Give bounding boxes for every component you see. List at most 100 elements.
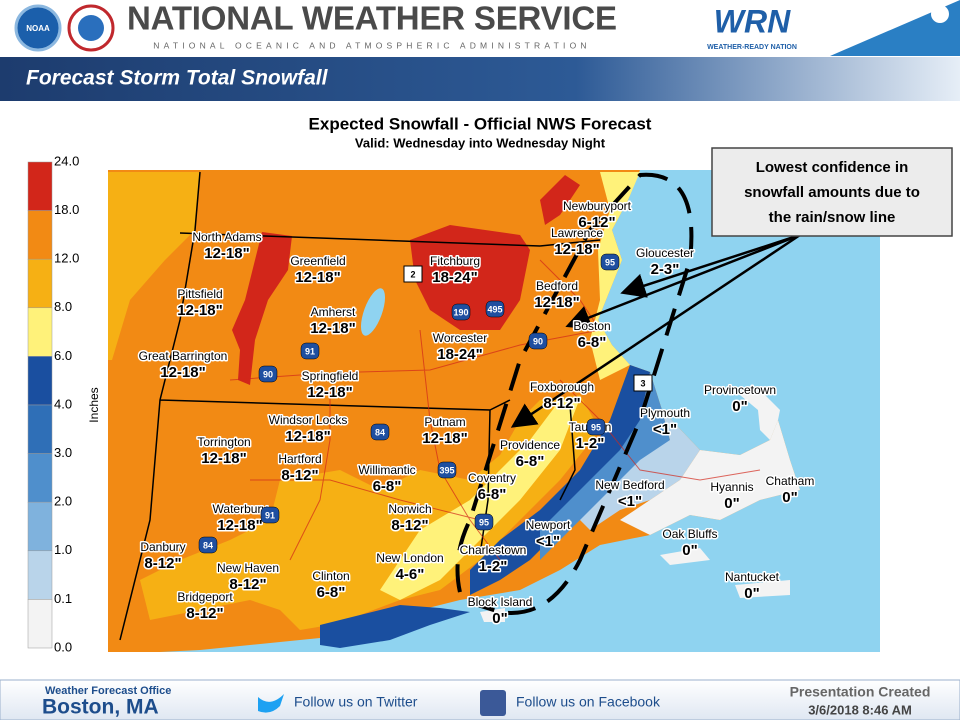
route-number: 84 xyxy=(203,540,213,550)
snow-amount: 8-12" xyxy=(144,555,181,572)
snow-4-6 xyxy=(470,365,650,595)
wrn-logo: WRN xyxy=(714,3,791,39)
route-number: 90 xyxy=(533,336,543,346)
city-name: New Haven xyxy=(217,561,279,575)
city-name: Greenfield xyxy=(290,254,345,268)
snow-amount: 12-18" xyxy=(201,450,246,467)
legend-swatch xyxy=(27,210,53,260)
snow-amount: 12-18" xyxy=(204,245,249,262)
snow-amount: 8-12" xyxy=(543,395,580,412)
twitter-link[interactable]: Follow us on Twitter xyxy=(294,694,418,710)
snow-amount: 8-12" xyxy=(281,467,318,484)
snow-18-24 xyxy=(232,232,292,385)
city-name: Clinton xyxy=(312,569,349,583)
legend-label: 8.0 xyxy=(54,299,72,314)
snow-amount: <1" xyxy=(536,533,560,550)
confidence-outline xyxy=(455,172,694,615)
city-name: Plymouth xyxy=(640,406,690,420)
snow-amount: 6-8" xyxy=(373,478,402,495)
city-name: Nantucket xyxy=(725,570,780,584)
route-shield xyxy=(403,265,423,283)
city-name: Hartford xyxy=(278,452,321,466)
callout-line: the rain/snow line xyxy=(769,209,896,226)
snow-18-24 xyxy=(540,175,580,225)
route-shield xyxy=(633,374,653,392)
city-name: Provincetown xyxy=(704,383,776,397)
snow-8-12 xyxy=(108,172,200,360)
city-name: Chatham xyxy=(766,474,815,488)
snow-amount: 4-6" xyxy=(396,566,425,583)
city-name: Newport xyxy=(526,518,571,532)
route-shield xyxy=(258,365,278,383)
route-number: 95 xyxy=(479,517,489,527)
city-name: Torrington xyxy=(197,435,250,449)
snow-amount: 0" xyxy=(682,542,697,559)
route-number: 91 xyxy=(305,346,315,356)
snow-8-12 xyxy=(140,395,600,630)
legend-swatch xyxy=(27,356,53,406)
snow-amount: 8-12" xyxy=(229,576,266,593)
header xyxy=(0,0,960,56)
snow-amount: 12-18" xyxy=(285,428,330,445)
route-number: 2 xyxy=(410,269,415,279)
snow-amount: 12-18" xyxy=(217,517,262,534)
city-name: Norwich xyxy=(388,502,431,516)
snow-amount: 12-18" xyxy=(554,241,599,258)
facebook-link[interactable]: Follow us on Facebook xyxy=(516,694,661,710)
city-name: Great Barrington xyxy=(139,349,228,363)
route-shield xyxy=(586,418,606,436)
nws-logo-inner xyxy=(78,15,104,41)
agency-name: NATIONAL WEATHER SERVICE xyxy=(127,0,617,37)
snow-amount: 0" xyxy=(492,610,507,627)
legend-label: 12.0 xyxy=(54,251,79,266)
city-name: Hyannis xyxy=(710,480,753,494)
snow-amount: 12-18" xyxy=(307,384,352,401)
city-name: Block Island xyxy=(468,595,533,609)
route-shield xyxy=(600,253,620,271)
snow-amount: <1" xyxy=(618,493,642,510)
city-name: Pittsfield xyxy=(177,287,222,301)
callout-line: Lowest confidence in xyxy=(756,159,909,176)
long-island-coast xyxy=(320,605,470,648)
legend-swatch xyxy=(27,501,53,552)
legend-swatch xyxy=(27,404,53,454)
city-name: Providence xyxy=(500,438,560,452)
route-shield xyxy=(528,332,548,350)
city-name: Willimantic xyxy=(358,463,415,477)
dept-logo xyxy=(931,5,949,23)
snow-amount: 18-24" xyxy=(432,269,477,286)
legend-label: 18.0 xyxy=(54,202,79,217)
wrn-sub: WEATHER-READY NATION xyxy=(707,44,797,51)
snow-amount: 8-12" xyxy=(186,605,223,622)
snow-trace xyxy=(620,420,800,535)
snow-amount: 12-18" xyxy=(177,302,222,319)
city-name: Newburyport xyxy=(563,199,632,213)
city-name: New London xyxy=(376,551,443,565)
snow-amount: 2-3" xyxy=(651,261,680,278)
snow-amount: 12-18" xyxy=(310,320,355,337)
city-name: Foxborough xyxy=(530,380,594,394)
city-name: Springfield xyxy=(302,369,359,383)
route-number: 495 xyxy=(487,304,502,314)
city-name: Waterbury xyxy=(213,502,268,516)
route-shield xyxy=(485,300,505,318)
route-shield xyxy=(198,536,218,554)
snow-amount: <1" xyxy=(653,421,677,438)
city-name: Coventry xyxy=(468,471,516,485)
route-shield xyxy=(474,513,494,531)
reservoir xyxy=(360,288,386,336)
snow-amount: 12-18" xyxy=(160,364,205,381)
legend-swatch xyxy=(27,258,53,309)
city-name: North Adams xyxy=(192,230,261,244)
callout-box xyxy=(711,147,953,237)
callout-arrow xyxy=(620,233,801,298)
snow-amount: 6-8" xyxy=(317,584,346,601)
city-name: Danbury xyxy=(140,540,185,554)
city-name: Putnam xyxy=(424,415,465,429)
snow-amount: 1-2" xyxy=(576,435,605,452)
route-shield xyxy=(437,461,457,479)
callout-arrow xyxy=(565,233,801,330)
city-name: Gloucester xyxy=(636,246,694,260)
map xyxy=(108,170,880,652)
